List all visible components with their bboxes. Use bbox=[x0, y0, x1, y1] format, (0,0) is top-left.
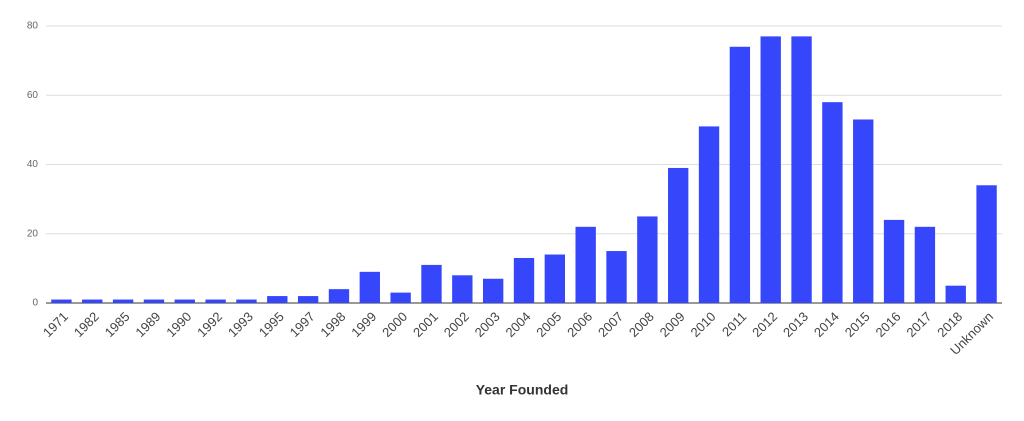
bar bbox=[513, 257, 535, 303]
bar bbox=[822, 102, 843, 303]
x-tick-label: 1997 bbox=[287, 309, 318, 340]
bar bbox=[853, 119, 874, 303]
x-tick-label: 2006 bbox=[564, 309, 595, 340]
bar bbox=[575, 226, 596, 303]
x-tick-label: 1982 bbox=[71, 309, 102, 340]
x-tick-label: 2014 bbox=[811, 309, 842, 340]
bar bbox=[143, 299, 165, 303]
y-tick-label: 20 bbox=[27, 228, 39, 239]
bar bbox=[482, 278, 504, 303]
bar bbox=[452, 275, 473, 303]
bar bbox=[82, 299, 103, 303]
bar bbox=[267, 296, 288, 303]
bar bbox=[668, 167, 689, 303]
x-tick-label: 1985 bbox=[102, 309, 133, 340]
x-tick-label: 2000 bbox=[379, 309, 410, 340]
bar bbox=[606, 251, 627, 303]
bar bbox=[390, 292, 411, 303]
bar bbox=[698, 126, 720, 303]
x-tick-label: 2008 bbox=[626, 309, 657, 340]
bar bbox=[883, 219, 905, 303]
bar bbox=[359, 271, 380, 303]
x-tick-label: 2016 bbox=[873, 309, 904, 340]
bar bbox=[297, 296, 319, 303]
bar bbox=[729, 46, 751, 304]
y-tick-label: 80 bbox=[27, 21, 39, 32]
x-tick-label: 2013 bbox=[780, 309, 811, 340]
bar bbox=[976, 185, 997, 303]
bar bbox=[945, 285, 966, 303]
y-tick-label: 40 bbox=[27, 159, 39, 170]
x-tick-label: 2007 bbox=[595, 309, 626, 340]
x-tick-label: 1998 bbox=[317, 309, 348, 340]
x-tick-label: 2012 bbox=[749, 309, 780, 340]
bar bbox=[914, 226, 936, 303]
x-tick-label: 2011 bbox=[719, 309, 749, 339]
y-tick-label: 60 bbox=[27, 90, 39, 101]
x-tick-label: 2015 bbox=[842, 309, 873, 340]
bar bbox=[637, 216, 658, 303]
x-tick-label: 2002 bbox=[441, 309, 472, 340]
bar bbox=[760, 36, 781, 303]
x-tick-label: 2001 bbox=[410, 309, 441, 340]
x-tick-label: 2010 bbox=[688, 309, 719, 340]
x-tick-label: 2004 bbox=[502, 309, 533, 340]
bar bbox=[174, 299, 195, 303]
x-axis-title: Year Founded bbox=[476, 382, 569, 398]
x-tick-label: 1992 bbox=[194, 309, 225, 340]
bar bbox=[236, 299, 257, 303]
x-tick-label: 1971 bbox=[40, 309, 71, 340]
bar bbox=[791, 36, 812, 303]
bar bbox=[112, 299, 134, 303]
x-tick-label: 1990 bbox=[163, 309, 194, 340]
x-tick-label: 1999 bbox=[348, 309, 379, 340]
x-tick-label: 2005 bbox=[533, 309, 564, 340]
x-tick-label: 2003 bbox=[472, 309, 503, 340]
bar bbox=[51, 299, 72, 303]
x-tick-label: 2017 bbox=[903, 309, 934, 340]
bar bbox=[205, 299, 226, 303]
y-tick-label: 0 bbox=[32, 298, 38, 309]
x-tick-label: 1995 bbox=[256, 309, 287, 340]
x-tick-label: 2009 bbox=[657, 309, 688, 340]
bar bbox=[544, 254, 566, 303]
x-tick-label: 1993 bbox=[225, 309, 256, 340]
bar bbox=[328, 289, 350, 303]
x-tick-label: 1989 bbox=[132, 309, 163, 340]
bar bbox=[421, 264, 442, 303]
